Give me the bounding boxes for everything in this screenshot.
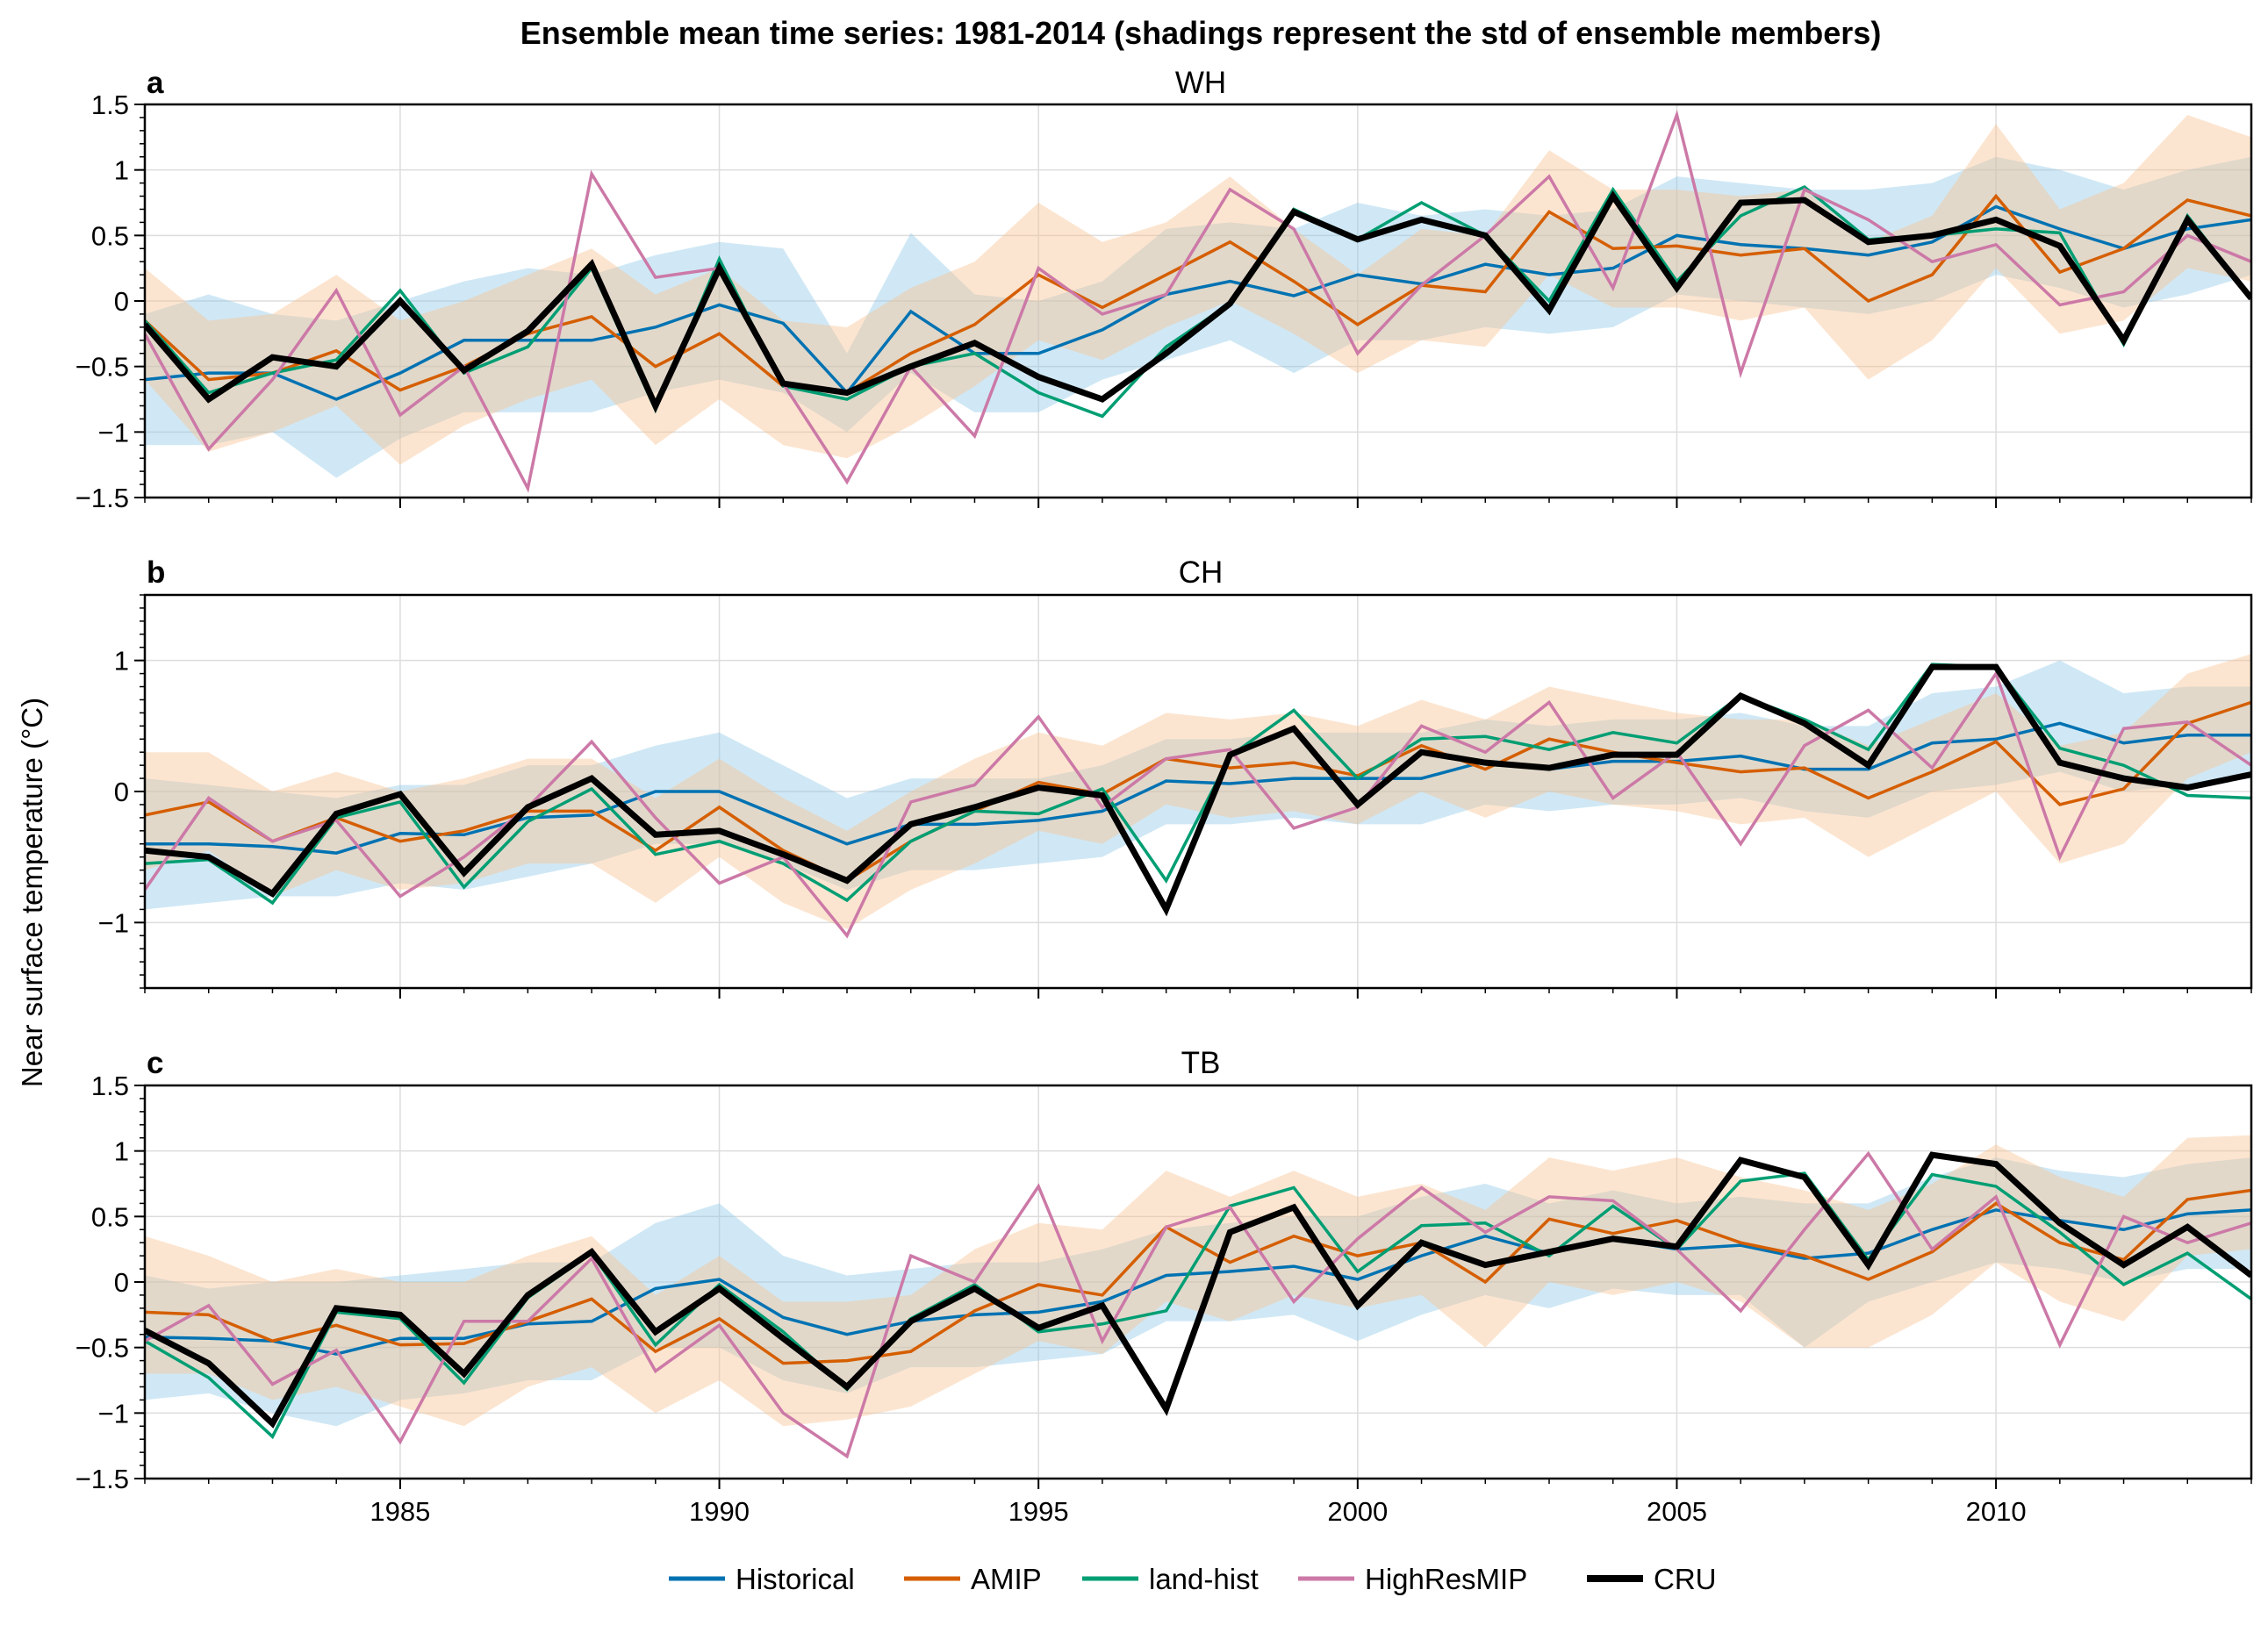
band-historical-c (145, 1157, 2251, 1427)
legend-label-land-hist: land-hist (1149, 1563, 1259, 1595)
series-amip-b (145, 700, 2251, 883)
y-tick-label-c: 0.5 (91, 1201, 129, 1232)
series-historical-b (145, 721, 2251, 855)
y-tick-label-a: −1 (98, 417, 129, 448)
figure-title: Ensemble mean time series: 1981-2014 (sh… (520, 15, 1882, 51)
panel-letter-b: b (147, 555, 165, 590)
panel-title-a: WH (1175, 66, 1226, 100)
y-tick-label-c: −0.5 (75, 1333, 129, 1364)
x-tick-label: 1985 (370, 1496, 430, 1527)
plot-area-b: −1 0 1 (98, 593, 2253, 999)
x-tick-label: 2005 (1647, 1496, 1707, 1527)
series-land-hist-b (145, 663, 2251, 906)
y-tick-label-c: 0 (114, 1267, 129, 1298)
y-ticks-b: −1 0 1 (98, 594, 145, 989)
band-historical-b (145, 660, 2251, 910)
band-historical-a (145, 156, 2251, 478)
series-cru-b (145, 663, 2251, 917)
panel-letter-c: c (147, 1046, 163, 1080)
series-historical-a (145, 204, 2251, 401)
y-tick-label-b: 1 (114, 646, 129, 677)
y-tick-label-a: 1 (114, 155, 129, 186)
series-cru-c (145, 1151, 2251, 1429)
legend-label-cru: CRU (1654, 1563, 1717, 1595)
legend-label-highresmip: HighResMIP (1365, 1563, 1527, 1595)
series-cru-a (145, 190, 2251, 413)
data-layer-a (145, 109, 2251, 493)
legend-label-amip: AMIP (971, 1563, 1042, 1595)
y-tick-label-c: −1.5 (75, 1464, 129, 1494)
y-tick-label-c: 1 (114, 1136, 129, 1167)
data-layer-b (145, 654, 2251, 939)
x-tick-label: 1995 (1008, 1496, 1069, 1527)
y-tick-label-c: 1.5 (91, 1071, 129, 1101)
y-ticks-c: −1.5 −1 −0.5 0 0.5 1 1.5 (75, 1071, 145, 1494)
y-tick-label-b: −1 (98, 907, 129, 938)
y-tick-label-a: 1.5 (91, 90, 129, 120)
panel-b: −1 0 1 b CH (98, 555, 2253, 999)
x-tick-label: 2010 (1966, 1496, 2027, 1527)
panel-letter-a: a (147, 66, 164, 100)
plot-area-c: −1.5 −1 −0.5 0 0.5 1 1.5 (75, 1071, 2253, 1494)
y-tick-label-a: −1.5 (75, 483, 129, 513)
y-ticks-a: −1.5 −1 −0.5 0 0.5 1 1.5 (75, 90, 145, 513)
panel-title-c: TB (1181, 1046, 1221, 1080)
legend-label-historical: Historical (736, 1563, 855, 1595)
panel-a: −1.5 −1 −0.5 0 0.5 1 1.5 a WH (75, 66, 2253, 513)
x-tick-labels: 1985 1990 1995 2000 2005 2010 (370, 1496, 2026, 1527)
y-tick-label-a: 0 (114, 286, 129, 317)
x-ticks-c (144, 1479, 2252, 1489)
plot-area-a: −1.5 −1 −0.5 0 0.5 1 1.5 (75, 90, 2253, 513)
x-ticks-b (144, 988, 2252, 999)
panel-title-b: CH (1179, 555, 1224, 590)
x-tick-label: 1990 (689, 1496, 750, 1527)
y-tick-label-b: 0 (114, 777, 129, 807)
y-tick-label-a: 0.5 (91, 220, 129, 251)
band-amip-b (145, 654, 2251, 929)
y-tick-label-a: −0.5 (75, 352, 129, 383)
data-layer-c (145, 1135, 2251, 1459)
x-tick-label: 2000 (1327, 1496, 1388, 1527)
band-amip-c (145, 1135, 2251, 1427)
series-land-hist-c (145, 1171, 2251, 1440)
series-highresmip-b (145, 670, 2251, 939)
series-highresmip-c (145, 1150, 2251, 1459)
panel-c: −1.5 −1 −0.5 0 0.5 1 1.5 c TB (75, 1046, 2253, 1494)
y-axis-label: Near surface temperature (°C) (16, 698, 48, 1087)
y-tick-label-c: −1 (98, 1398, 129, 1429)
x-ticks-a (144, 498, 2252, 508)
legend: Historical AMIP land-hist HighResMIP CRU (669, 1563, 1717, 1595)
